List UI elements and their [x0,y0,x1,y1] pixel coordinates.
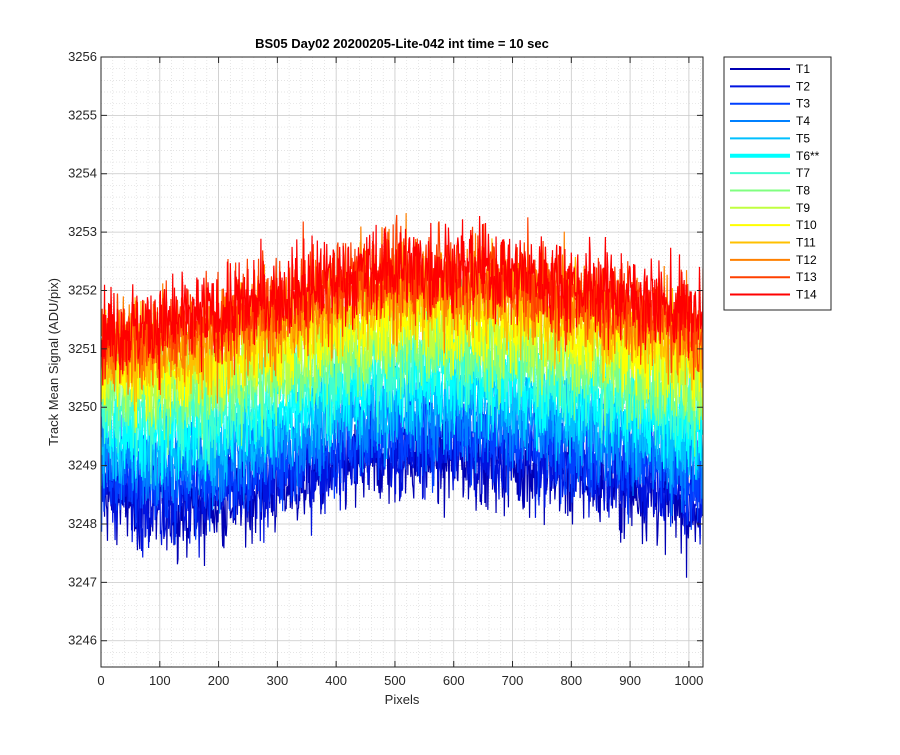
legend-label-T6: T6** [796,149,820,163]
y-tick-label: 3256 [68,49,97,64]
legend-label-T14: T14 [796,288,817,302]
x-tick-label: 400 [325,673,347,688]
legend-label-T4: T4 [796,114,810,128]
series-line-T14 [101,215,703,391]
x-tick-label: 700 [502,673,524,688]
y-tick-label: 3246 [68,633,97,648]
y-tick-label: 3249 [68,458,97,473]
legend-label-T12: T12 [796,253,817,267]
y-axis-label: Track Mean Signal (ADU/pix) [46,278,61,446]
x-tick-label: 300 [267,673,289,688]
x-tick-label: 200 [208,673,230,688]
legend-label-T5: T5 [796,131,810,145]
x-tick-label: 500 [384,673,406,688]
y-tick-label: 3247 [68,574,97,589]
legend-box [723,56,832,311]
axes-box [100,56,704,668]
y-tick-label: 3252 [68,282,97,297]
legend-label-T8: T8 [796,183,810,197]
y-tick-label: 3253 [68,224,97,239]
y-tick-label: 3255 [68,107,97,122]
x-tick-label: 0 [97,673,104,688]
chart-title: BS05 Day02 20200205-Lite-042 int time = … [255,36,549,51]
legend-label-T1: T1 [796,62,810,76]
ticks: 0 100 200 300 400 500 600 700 800 900 1000 3246 3247… [68,49,703,688]
x-tick-label: 800 [560,673,582,688]
x-tick-label: 100 [149,673,171,688]
series-lines [101,213,703,578]
legend-label-T3: T3 [796,97,810,111]
legend-label-T9: T9 [796,201,810,215]
y-tick-label: 3250 [68,399,97,414]
legend: T1 T2 T3 T4 T5 T6** T7 T8 T9 T10 T11 T12 T13 T14 [723,56,832,311]
legend-label-T2: T2 [796,79,810,93]
legend-label-T11: T11 [796,236,816,250]
y-tick-label: 3251 [68,341,97,356]
legend-label-T10: T10 [796,218,817,232]
x-axis-label: Pixels [385,692,420,707]
legend-label-T13: T13 [796,270,817,284]
x-tick-label: 1000 [674,673,703,688]
y-tick-label: 3254 [68,166,97,181]
legend-label-T7: T7 [796,166,810,180]
x-tick-label: 900 [619,673,641,688]
x-tick-label: 600 [443,673,465,688]
y-tick-label: 3248 [68,516,97,531]
